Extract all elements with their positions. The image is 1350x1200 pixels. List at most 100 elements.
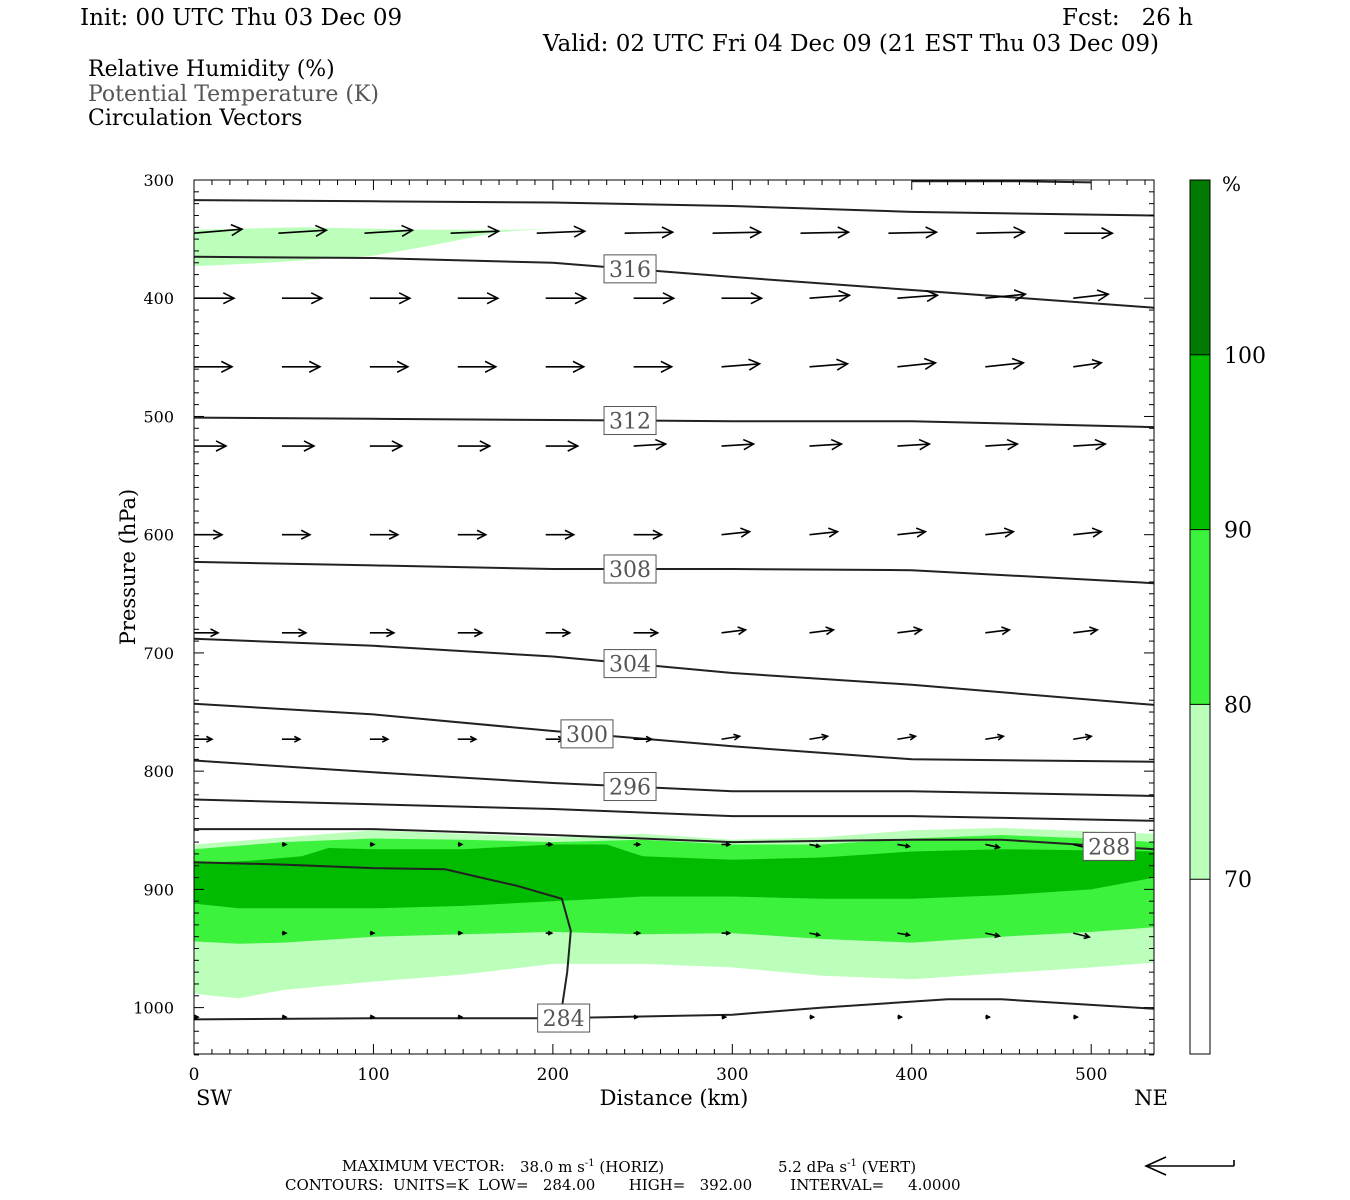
vector-shaft [897,362,936,368]
vector-shaft [985,293,1026,300]
vector-head [469,735,478,743]
vector-head [838,289,852,303]
vector-458-49 [281,360,322,373]
theta-contour-300-6 [194,702,1154,763]
vector-773-343 [809,733,830,741]
vector-head [749,226,763,239]
contour-label-box [603,649,657,679]
vector-shaft [809,629,834,634]
vector-head [925,226,939,239]
vector-head [821,733,830,741]
vector-head [1094,438,1108,451]
reference-vector-head [1144,1156,1167,1176]
vector-shaft [985,843,1000,849]
vector-525-343 [809,438,844,451]
vector-head [281,1014,288,1020]
vector-head [479,440,492,452]
vector-head [574,292,588,305]
max-vector-vert-value: 5.2 dPa s [778,1158,848,1176]
vector-458-196 [545,360,586,373]
vector-head [915,527,928,538]
vector-head [457,1014,464,1020]
legend-relative-humidity: Relative Humidity (%) [88,57,335,82]
vector-head [1084,733,1093,741]
vector-400-98 [369,292,412,305]
vector-shaft [1073,629,1098,634]
vector-head [369,930,376,936]
vector-937-98 [369,930,376,936]
vector-773-294 [721,733,742,741]
vector-345-289 [712,226,763,239]
vector-458-147 [457,360,498,373]
vector-head [215,440,228,452]
vector-shaft [1073,530,1102,536]
vector-head [923,357,938,371]
vector-head [1101,227,1115,240]
vector-862-196 [545,841,554,847]
vector-head [386,628,396,638]
vector-345-240 [624,226,675,239]
contour-label-284: 284 [537,1003,591,1033]
colorbar-label-90: 90 [1224,519,1252,544]
vector-937-196 [545,930,554,936]
vector-400-245 [633,292,676,305]
vector-937-343 [809,932,822,937]
colorbar-label-100: 100 [1224,344,1266,369]
vector-shaft [800,231,849,235]
x-tick-label: 500 [1075,1065,1107,1085]
vector-head [662,292,676,305]
vector-937-49 [281,930,288,936]
legend-potential-temperature: Potential Temperature (K) [88,82,379,107]
contour-label-296: 296 [603,772,657,802]
vector-400-196 [545,292,588,305]
contour-label-308: 308 [603,554,657,584]
vector-layer [193,223,1115,1020]
vector-head [396,360,410,373]
ne-end-label: NE [1134,1086,1168,1110]
vector-683-343 [809,626,836,636]
vector-head [210,628,220,638]
vert-tag: (VERT) [861,1158,917,1176]
vector-1008-0 [194,1014,200,1020]
vector-345-338 [800,226,851,239]
vector-head [298,628,308,638]
vector-head [561,628,572,638]
vector-head [567,440,580,452]
vector-head [737,626,748,636]
vector-1008-49 [281,1014,288,1020]
vector-head [815,932,822,937]
y-tick-label: 900 [143,880,174,899]
vector-shaft [897,735,916,741]
vector-773-0 [194,735,214,743]
vector-937-147 [457,930,464,936]
vector-shaft [985,443,1018,447]
vector-head [1013,289,1028,302]
y-tick-label: 500 [143,407,174,426]
vector-345-485 [1064,227,1115,240]
vector-head [897,1014,904,1020]
vector-1008-490 [1073,1014,1080,1020]
vector-683-0 [194,628,220,638]
vector-400-147 [457,292,500,305]
vert-exponent: -1 [847,1158,857,1169]
vector-937-294 [721,930,732,936]
vector-shaft [897,443,930,447]
vector-600-245 [633,529,664,540]
vector-head [484,360,498,373]
horiz-exponent: -1 [584,1158,595,1169]
vector-head [398,292,412,305]
axes-layer: 0 100 200 300 400 500 300 400 500 600 700 800 900 100… [116,171,1168,1110]
theta-contour-284-11 [194,861,572,1008]
vector-862-392 [897,843,912,849]
vector-head [281,841,288,847]
vector-600-196 [545,529,576,540]
max-vector-vert: 5.2 dPa s-1 (VERT) [778,1159,916,1175]
vector-head [830,438,844,451]
vector-345-436 [976,226,1027,239]
vector-shaft [985,735,1004,741]
x-tick-label: 100 [357,1065,389,1085]
vector-head [837,226,851,239]
vector-773-490 [1073,733,1093,741]
reference-vector-icon [1144,1156,1235,1176]
vector-head [913,626,924,636]
